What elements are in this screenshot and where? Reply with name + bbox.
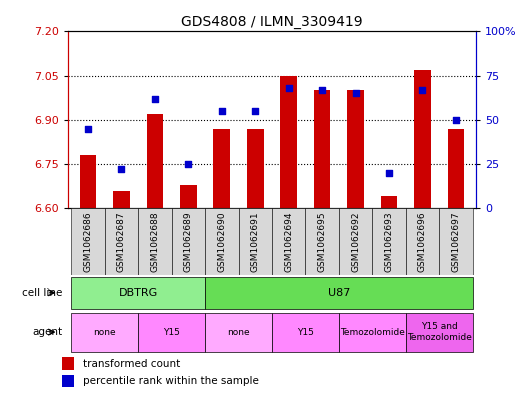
Bar [213, 129, 230, 208]
Bar [205, 208, 238, 275]
Bar [406, 313, 473, 351]
Bar [339, 313, 406, 351]
Bar [448, 129, 464, 208]
Point [418, 87, 427, 93]
Point [385, 170, 393, 176]
Bar [172, 208, 205, 275]
Text: agent: agent [32, 327, 63, 337]
Text: none: none [227, 328, 250, 336]
Bar [280, 75, 297, 208]
Text: GSM1062687: GSM1062687 [117, 212, 126, 272]
Point [285, 85, 293, 91]
Bar [272, 208, 305, 275]
Bar [439, 208, 473, 275]
Point [318, 87, 326, 93]
Bar [146, 114, 163, 208]
Bar [79, 155, 96, 208]
Bar [314, 90, 331, 208]
Text: transformed count: transformed count [83, 358, 180, 369]
Bar [414, 70, 431, 208]
Text: GSM1062686: GSM1062686 [84, 212, 93, 272]
Text: Y15 and
Temozolomide: Y15 and Temozolomide [407, 322, 472, 342]
Bar [138, 313, 205, 351]
Text: GSM1062688: GSM1062688 [151, 212, 160, 272]
Bar [406, 208, 439, 275]
Text: GSM1062692: GSM1062692 [351, 212, 360, 272]
Bar [205, 277, 473, 309]
Title: GDS4808 / ILMN_3309419: GDS4808 / ILMN_3309419 [181, 15, 363, 29]
Point [218, 108, 226, 114]
Text: GSM1062694: GSM1062694 [284, 212, 293, 272]
Bar [62, 357, 74, 369]
Text: Y15: Y15 [297, 328, 314, 336]
Bar [105, 208, 138, 275]
Point [452, 117, 460, 123]
Bar [180, 185, 197, 208]
Bar [71, 277, 205, 309]
Bar [372, 208, 406, 275]
Point [117, 166, 126, 173]
Text: percentile rank within the sample: percentile rank within the sample [83, 376, 258, 386]
Point [151, 95, 159, 102]
Text: GSM1062695: GSM1062695 [317, 212, 327, 272]
Point [251, 108, 259, 114]
Text: GSM1062696: GSM1062696 [418, 212, 427, 272]
Bar [339, 208, 372, 275]
Text: Temozolomide: Temozolomide [340, 328, 405, 336]
Bar [381, 196, 397, 208]
Bar [62, 375, 74, 387]
Bar [71, 313, 138, 351]
Text: GSM1062689: GSM1062689 [184, 212, 193, 272]
Bar [205, 313, 272, 351]
Bar [247, 129, 264, 208]
Bar [113, 191, 130, 208]
Text: Y15: Y15 [163, 328, 180, 336]
Text: cell line: cell line [22, 288, 63, 298]
Point [184, 161, 192, 167]
Bar [305, 208, 339, 275]
Bar [238, 208, 272, 275]
Point [351, 90, 360, 96]
Text: GSM1062690: GSM1062690 [217, 212, 226, 272]
Text: GSM1062697: GSM1062697 [451, 212, 460, 272]
Text: DBTRG: DBTRG [119, 288, 158, 298]
Bar [272, 313, 339, 351]
Text: U87: U87 [327, 288, 350, 298]
Text: none: none [94, 328, 116, 336]
Bar [138, 208, 172, 275]
Bar [347, 90, 364, 208]
Text: GSM1062691: GSM1062691 [251, 212, 260, 272]
Text: GSM1062693: GSM1062693 [384, 212, 393, 272]
Point [84, 125, 92, 132]
Bar [71, 208, 105, 275]
